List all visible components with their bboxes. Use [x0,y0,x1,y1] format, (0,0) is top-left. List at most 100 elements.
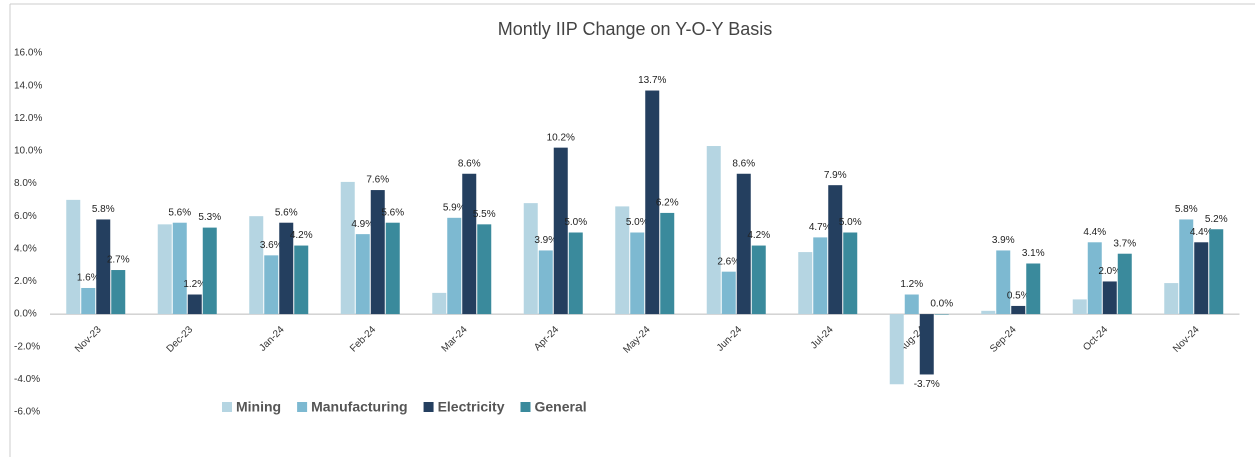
bar [1164,283,1179,315]
x-tick-label: Feb-24 [348,324,378,354]
y-tick-label: 14.0% [14,80,42,91]
data-label: 5.6% [275,207,298,218]
x-tick-label: Nov-24 [1171,324,1202,355]
y-tick-label: 16.0% [14,48,42,59]
bar [432,292,447,315]
bar [172,222,187,315]
bar [1194,242,1209,315]
bar [1072,299,1087,315]
data-label: 0.5% [1007,291,1030,302]
bar [706,146,721,315]
bar [798,252,813,315]
data-label: 2.0% [1098,266,1121,277]
legend-swatch [520,402,531,412]
x-tick-label: Jan-24 [257,324,287,354]
y-tick-label: -6.0% [14,407,40,418]
bar [1102,281,1117,315]
bar [157,224,172,315]
data-label: 4.9% [351,219,374,230]
bar [996,250,1011,315]
data-label: 8.6% [458,158,481,169]
x-tick-label: Jun-24 [715,324,745,354]
bar [187,294,202,315]
x-tick-label: Mar-24 [440,324,470,354]
x-tick-label: Jul-24 [809,324,836,351]
x-tick-label: Apr-24 [532,324,561,353]
data-label: 0.0% [930,299,953,310]
y-tick-label: -4.0% [14,374,40,385]
bar [660,212,675,315]
data-label: 5.0% [626,217,649,228]
data-label: 5.8% [92,204,115,215]
data-label: 3.7% [1113,238,1136,249]
x-tick-label: Oct-24 [1081,324,1110,353]
data-label: 5.9% [443,202,466,213]
bar [249,216,264,315]
data-label: 4.4% [1190,227,1213,238]
y-tick-label: 10.0% [14,146,42,157]
bar [370,190,385,315]
bar [813,237,828,315]
bar [81,287,96,315]
bar [751,245,766,315]
data-label: 8.6% [732,158,755,169]
bar [934,314,949,315]
data-label: 5.0% [839,217,862,228]
bar [919,314,934,375]
data-label: 2.6% [717,256,740,267]
legend-label: Mining [236,399,281,415]
legend-label: Manufacturing [311,399,407,415]
bar [477,224,492,315]
data-label: 3.6% [260,240,283,251]
bar [279,222,294,315]
data-label: 6.2% [656,198,679,209]
data-label: 7.9% [824,170,847,181]
data-label: 5.0% [564,217,587,228]
legend-swatch [222,402,232,412]
legend-label: General [535,399,587,415]
bar [66,199,81,315]
bar [981,310,996,315]
data-label: -3.7% [914,379,940,390]
bar [828,185,843,315]
legend-swatch [297,402,308,412]
data-label: 4.7% [809,222,832,233]
bar [615,206,630,315]
data-label: 5.6% [168,207,191,218]
data-label: 5.6% [381,207,404,218]
data-label: 5.5% [473,209,496,220]
bar [843,232,858,315]
bar [523,203,538,315]
y-tick-label: 4.0% [14,243,37,254]
bar [355,234,370,315]
data-label: 1.2% [900,279,923,290]
data-label: 4.2% [290,230,313,241]
bar [630,232,645,315]
y-tick-label: 6.0% [14,211,37,222]
bar [553,147,568,315]
bar [1087,242,1102,315]
data-label: 3.1% [1022,248,1045,259]
bar [1179,219,1194,315]
y-tick-label: 0.0% [14,309,37,320]
data-label: 2.7% [107,255,130,266]
data-label: 3.9% [534,235,557,246]
bar [202,227,217,315]
bar [111,270,126,315]
y-tick-label: 8.0% [14,178,37,189]
data-label: 4.2% [747,230,770,241]
bar [1117,253,1132,315]
data-label: 1.2% [183,279,206,290]
bar [904,294,919,315]
data-label: 7.6% [366,175,389,186]
legend-label: Electricity [438,399,505,415]
data-label: 4.4% [1083,227,1106,238]
chart-title: Montly IIP Change on Y-O-Y Basis [498,19,773,39]
y-tick-label: 2.0% [14,276,37,287]
y-tick-label: 12.0% [14,113,42,124]
y-tick-label: -2.0% [14,341,40,352]
bar [538,250,553,315]
data-label: 1.6% [77,273,100,284]
bar [1026,263,1041,315]
